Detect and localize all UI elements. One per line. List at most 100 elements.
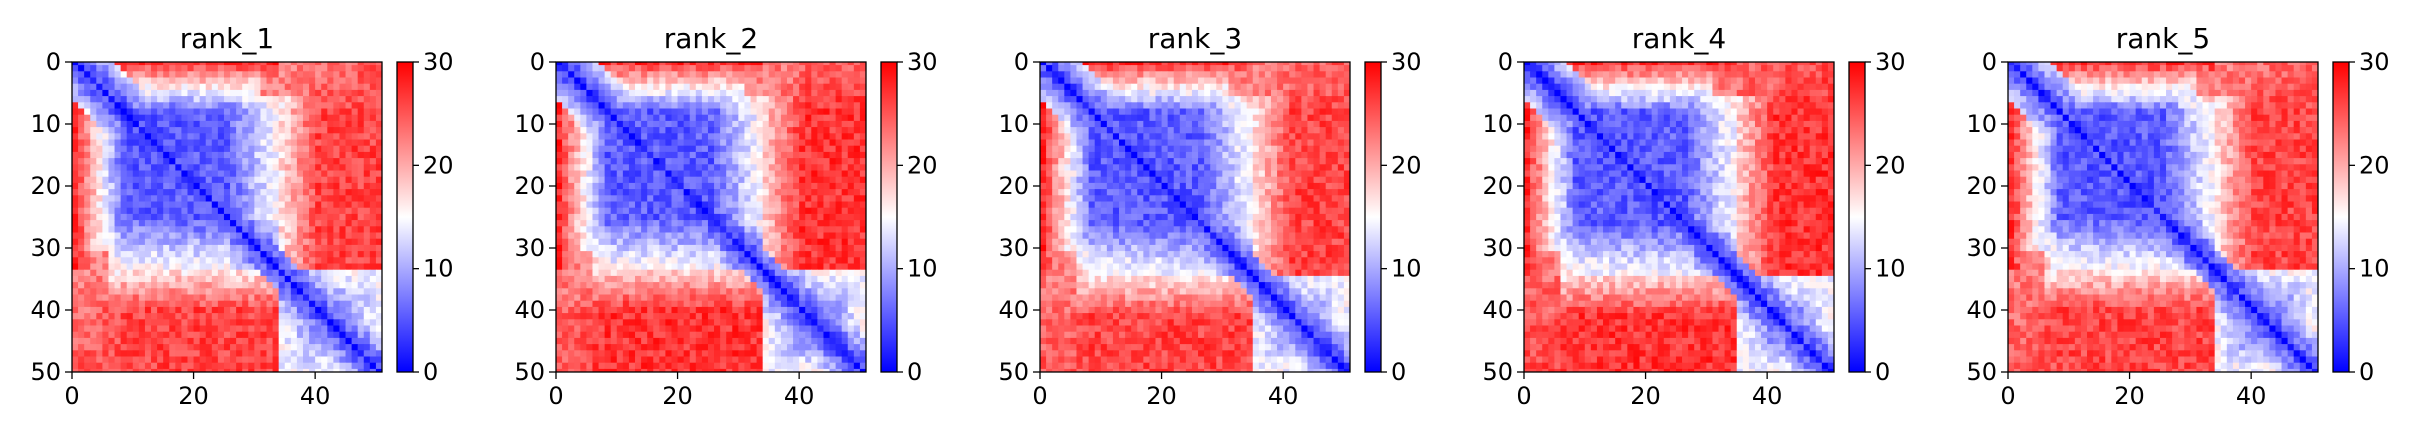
- heatmap-cell: [556, 282, 563, 289]
- heatmap-cell: [720, 275, 727, 283]
- heatmap-cell: [315, 269, 322, 277]
- heatmap-cell: [151, 300, 158, 308]
- heatmap-cell: [351, 263, 359, 271]
- heatmap-cell: [102, 257, 109, 264]
- heatmap-cell: [327, 244, 334, 252]
- heatmap-cell: [659, 65, 666, 72]
- heatmap-cell: [635, 207, 642, 215]
- heatmap-cell: [254, 120, 261, 128]
- heatmap-cell: [562, 133, 569, 140]
- heatmap-cell: [375, 288, 383, 295]
- heatmap-cell: [284, 207, 292, 215]
- heatmap-cell: [96, 263, 103, 271]
- heatmap-cell: [254, 139, 261, 147]
- heatmap-cell: [859, 71, 867, 78]
- heatmap-cell: [345, 344, 353, 351]
- heatmap-cell: [562, 120, 569, 128]
- heatmap-cell: [823, 127, 831, 134]
- heatmap-cell: [720, 238, 727, 246]
- heatmap-cell: [138, 158, 146, 165]
- heatmap-cell: [811, 306, 818, 314]
- heatmap-cell: [199, 257, 207, 264]
- heatmap-cell: [284, 195, 292, 202]
- heatmap-cell: [327, 182, 334, 190]
- heatmap-cell: [689, 319, 697, 326]
- heatmap-cell: [345, 325, 353, 333]
- heatmap-cell: [193, 207, 201, 215]
- heatmap-cell: [120, 238, 128, 246]
- heatmap-cell: [321, 89, 328, 97]
- heatmap-cell: [211, 164, 219, 171]
- heatmap-cell: [568, 145, 575, 153]
- heatmap-cell: [707, 114, 715, 122]
- heatmap-cell: [841, 133, 849, 140]
- heatmap-cell: [114, 145, 122, 153]
- heatmap-cell: [701, 331, 709, 339]
- heatmap-cell: [84, 77, 91, 85]
- heatmap-cell: [829, 269, 837, 277]
- heatmap-cell: [333, 306, 340, 314]
- heatmap-cell: [96, 102, 103, 109]
- heatmap-cell: [604, 331, 612, 339]
- heatmap-cell: [309, 362, 316, 370]
- heatmap-cell: [841, 176, 849, 184]
- heatmap-cell: [302, 263, 310, 271]
- heatmap-cell: [375, 362, 383, 370]
- heatmap-cell: [321, 133, 328, 140]
- heatmap-cell: [598, 151, 606, 159]
- heatmap-cell: [84, 226, 91, 233]
- heatmap-cell: [714, 220, 721, 227]
- heatmap-cell: [786, 269, 794, 277]
- heatmap-cell: [126, 83, 134, 91]
- heatmap-cell: [151, 151, 158, 159]
- heatmap-cell: [762, 182, 770, 190]
- heatmap-cell: [339, 220, 347, 227]
- heatmap-cell: [677, 263, 685, 271]
- heatmap-cell: [793, 83, 800, 91]
- heatmap-cell: [786, 325, 794, 333]
- heatmap-cell: [114, 133, 122, 140]
- heatmap-cell: [714, 120, 721, 128]
- heatmap-cell: [653, 151, 660, 159]
- heatmap-cell: [793, 325, 800, 333]
- heatmap-cell: [132, 244, 140, 252]
- heatmap-cell: [284, 96, 292, 103]
- heatmap-cell: [357, 170, 365, 178]
- heatmap-cell: [823, 139, 831, 147]
- heatmap-cell: [628, 102, 636, 109]
- heatmap-cell: [296, 89, 304, 97]
- heatmap-cell: [193, 145, 201, 153]
- heatmap-cell: [811, 300, 818, 308]
- heatmap-cell: [841, 251, 849, 258]
- heatmap-cell: [756, 139, 764, 147]
- heatmap-cell: [635, 96, 642, 103]
- heatmap-cell: [266, 356, 274, 364]
- heatmap-cell: [369, 356, 377, 364]
- heatmap-cell: [689, 96, 697, 103]
- heatmap-cell: [610, 313, 618, 320]
- heatmap-cell: [321, 139, 328, 147]
- heatmap-cell: [357, 251, 365, 258]
- heatmap-cell: [199, 306, 207, 314]
- heatmap-cell: [677, 120, 685, 128]
- heatmap-cell: [780, 189, 788, 196]
- heatmap-cell: [211, 362, 219, 370]
- heatmap-cell: [78, 102, 85, 109]
- heatmap-cell: [102, 213, 109, 221]
- heatmap-cell: [659, 331, 666, 339]
- heatmap-cell: [242, 83, 249, 91]
- heatmap-cell: [732, 319, 739, 326]
- heatmap-cell: [278, 263, 286, 271]
- heatmap-cell: [230, 89, 237, 97]
- heatmap-cell: [726, 127, 733, 134]
- heatmap-cell: [187, 145, 195, 153]
- heatmap-cell: [659, 244, 666, 252]
- heatmap-cell: [701, 108, 709, 116]
- heatmap-cell: [290, 226, 298, 233]
- heatmap-cell: [126, 356, 134, 364]
- heatmap-cell: [351, 232, 359, 240]
- heatmap-cell: [144, 244, 152, 252]
- heatmap-cell: [114, 182, 122, 190]
- heatmap-cell: [205, 226, 213, 233]
- heatmap-cell: [568, 114, 575, 122]
